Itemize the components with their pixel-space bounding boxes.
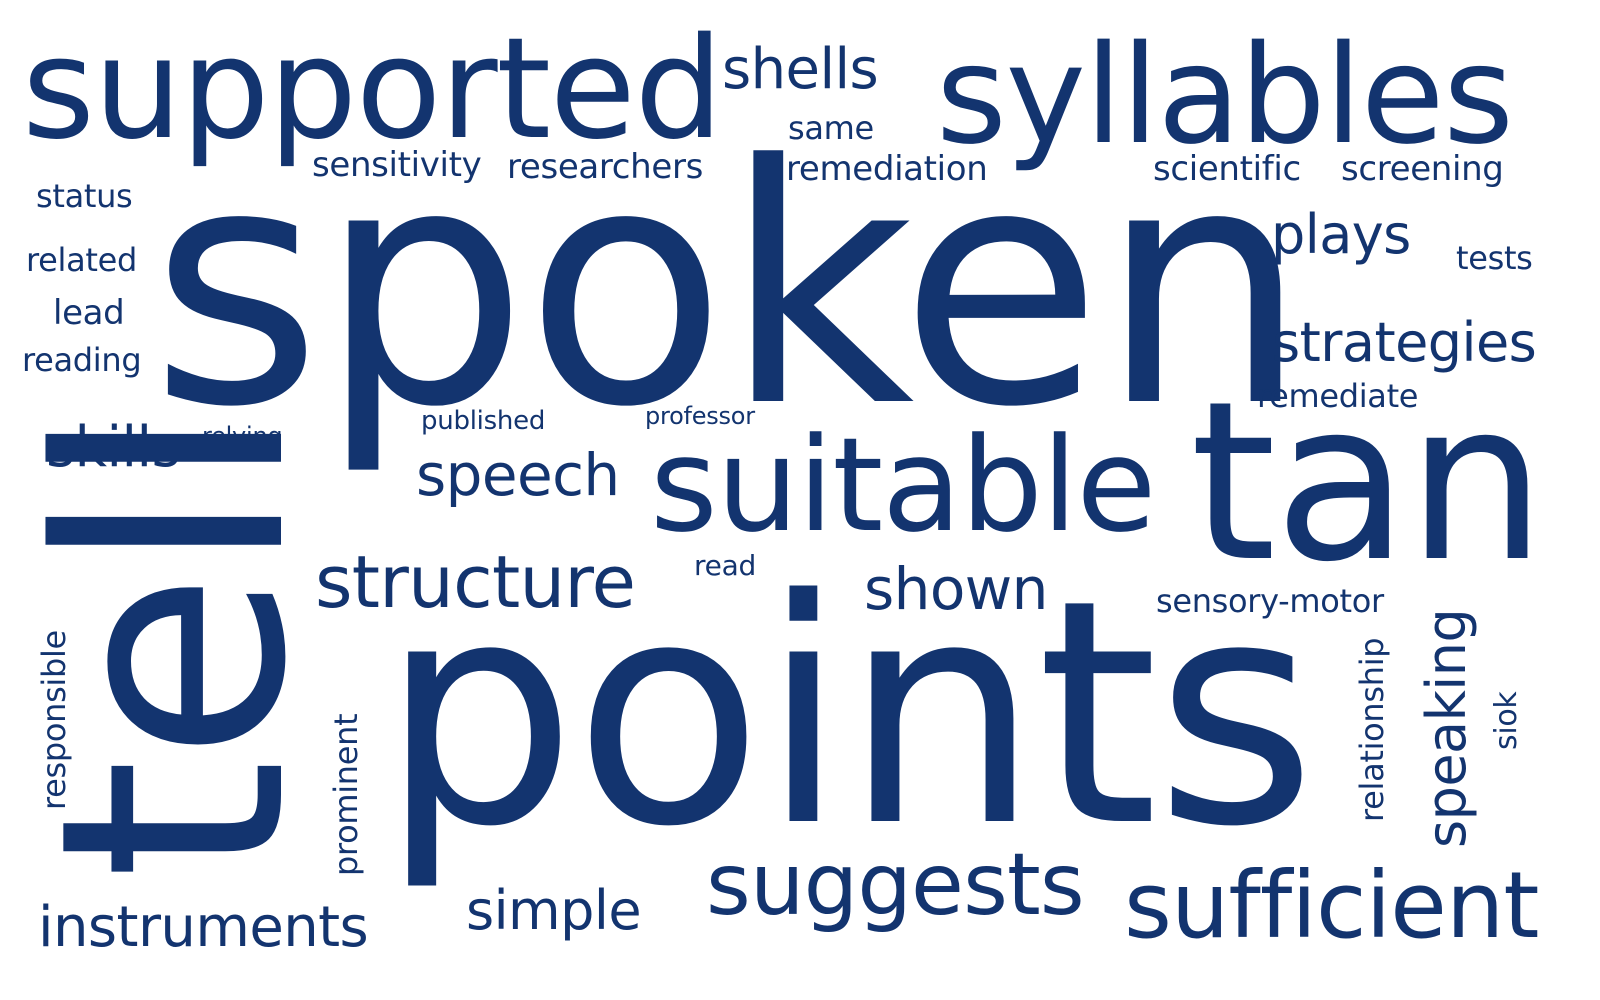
word-tan: tan: [1190, 354, 1546, 610]
word-suitable: suitable: [650, 409, 1156, 561]
word-status: status: [36, 177, 133, 215]
word-simple: simple: [466, 879, 642, 942]
word-published: published: [421, 406, 546, 436]
word-points: points: [380, 534, 1317, 895]
word-speaking: speaking: [1415, 608, 1478, 848]
word-sensory-motor: sensory-motor: [1156, 582, 1384, 620]
word-remediate: remediate: [1257, 377, 1419, 415]
word-plays: plays: [1271, 203, 1411, 266]
word-professor: professor: [645, 402, 755, 430]
word-read: read: [694, 549, 756, 582]
word-relying: relying: [202, 422, 283, 450]
word-shown: shown: [864, 555, 1048, 623]
word-sufficient: sufficient: [1124, 852, 1539, 959]
word-scientific: scientific: [1153, 149, 1301, 189]
word-related: related: [26, 241, 137, 279]
word-same: same: [788, 109, 874, 147]
word-spoken: spoken: [150, 95, 1308, 479]
word-reading: reading: [22, 341, 142, 379]
word-responsible: responsible: [35, 630, 73, 810]
word-researchers: researchers: [507, 147, 703, 187]
word-lead: lead: [53, 293, 125, 333]
word-syllables: syllables: [936, 17, 1514, 175]
word-suggests: suggests: [706, 835, 1085, 935]
word-shells: shells: [722, 37, 879, 102]
word-structure: structure: [315, 540, 636, 624]
word-relationship: relationship: [1353, 637, 1391, 822]
word-screening: screening: [1341, 149, 1504, 189]
word-supported: supported: [22, 8, 723, 171]
word-remediation: remediation: [786, 149, 988, 189]
word-strategies: strategies: [1272, 311, 1537, 374]
word-instruments: instruments: [38, 895, 369, 960]
word-siok: siok: [1489, 691, 1524, 751]
word-tests: tests: [1456, 239, 1533, 277]
word-speech: speech: [416, 441, 620, 509]
word-skills: skills: [46, 415, 181, 480]
word-prominent: prominent: [327, 713, 365, 876]
word-sensitivity: sensitivity: [312, 145, 482, 185]
